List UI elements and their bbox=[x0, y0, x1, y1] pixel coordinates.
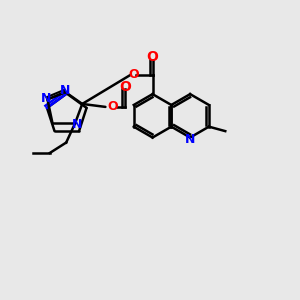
Text: N: N bbox=[71, 118, 82, 131]
Text: O: O bbox=[128, 68, 139, 81]
Text: N: N bbox=[60, 84, 70, 97]
Text: N: N bbox=[41, 92, 51, 105]
Text: O: O bbox=[147, 50, 158, 64]
Text: O: O bbox=[119, 80, 131, 94]
Text: N: N bbox=[185, 134, 195, 146]
Text: O: O bbox=[107, 100, 118, 113]
